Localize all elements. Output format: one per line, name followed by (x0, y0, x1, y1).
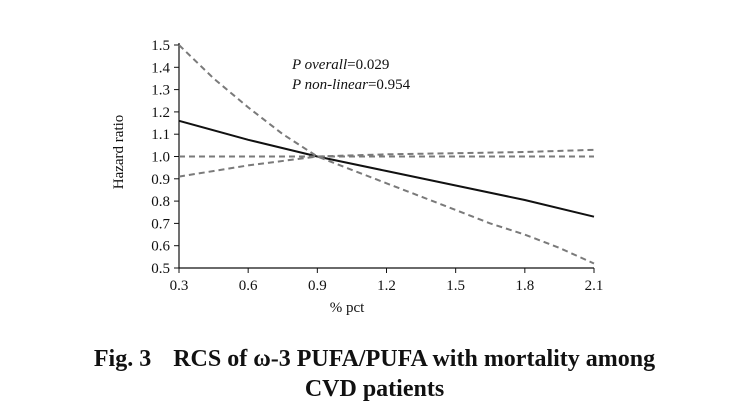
annotations: P overall=0.029 P non-linear=0.954 (291, 57, 411, 93)
series-line-upper-95-ci (178, 44, 595, 265)
y-tick-label: 1.1 (151, 127, 170, 143)
x-tick-label: 0.3 (170, 278, 189, 294)
x-tick-label: 1.5 (446, 278, 465, 294)
y-tick-label: 1.5 (151, 38, 170, 54)
y-tick-label: 0.6 (151, 239, 170, 255)
x-tick-label: 2.1 (585, 278, 604, 294)
y-tick-label: 1.0 (151, 150, 170, 166)
x-tick-label: 0.9 (308, 278, 327, 294)
p-nonlinear-label: P non-linear (291, 77, 368, 93)
plot-area: 0.5 0.6 0.7 0.8 0.9 1.0 1.1 1.2 1.3 1.4 1.5 0.3 0.6 0… (151, 38, 603, 294)
y-tick-label: 1.4 (151, 60, 170, 76)
rcs-chart: 0.5 0.6 0.7 0.8 0.9 1.0 1.1 1.2 1.3 1.4 1.5 0.3 0.6 0… (111, 38, 603, 316)
x-tick-label: 0.6 (239, 278, 258, 294)
y-tick-label: 1.2 (151, 105, 170, 121)
series-line-hazard-ratio-estimate (178, 119, 595, 218)
y-tick-label: 0.8 (151, 194, 170, 210)
y-tick-label: 0.7 (151, 216, 170, 232)
y-tick-label: 0.5 (151, 261, 170, 277)
caption-title: RCS of ω-3 PUFA/PUFA with mortality amon… (173, 346, 656, 372)
annotation-p-overall: P overall=0.029 (291, 57, 389, 73)
y-tick-label: 0.9 (151, 172, 170, 188)
caption-line-2: CVD patients (304, 376, 445, 402)
caption-label: Fig. 3 (93, 346, 152, 372)
caption-line-1: Fig. 3 RCS of ω-3 PUFA/PUFA with mortalit… (0, 344, 749, 374)
p-overall-label: P overall (291, 57, 347, 73)
figure-caption: Fig. 3 RCS of ω-3 PUFA/PUFA with mortalit… (0, 344, 749, 404)
p-nonlinear-value: =0.954 (368, 77, 411, 93)
p-overall-value: =0.029 (347, 57, 389, 73)
y-tick-label: 1.3 (151, 83, 170, 99)
x-axis-label: % pct (330, 300, 365, 316)
series-line-lower-95-ci (178, 148, 595, 178)
x-tick-label: 1.8 (515, 278, 534, 294)
y-axis-label: Hazard ratio (111, 115, 127, 190)
annotation-p-nonlinear: P non-linear=0.954 (291, 77, 411, 93)
x-tick-label: 1.2 (377, 278, 396, 294)
